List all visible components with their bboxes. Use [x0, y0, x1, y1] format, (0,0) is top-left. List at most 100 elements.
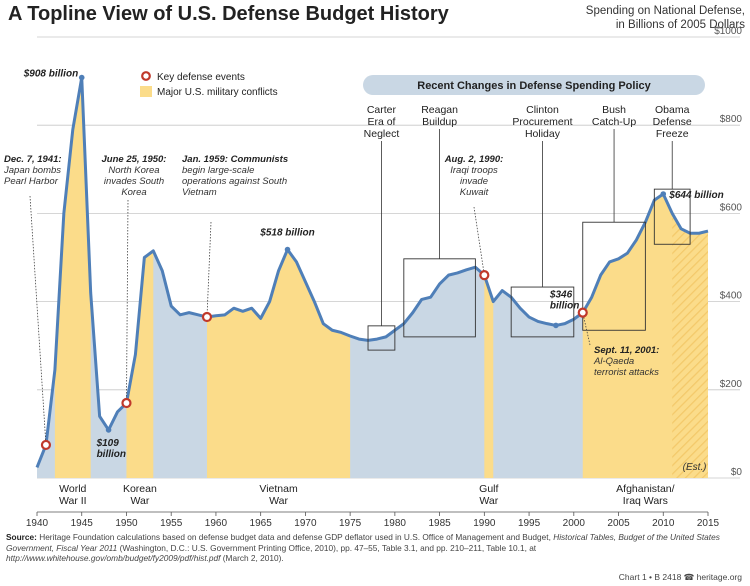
source-text-italic: Historical Tables, Budget of the United …	[6, 532, 720, 553]
series-line	[35, 76, 709, 468]
x-tick-label: 1940	[26, 518, 49, 529]
policy-label: Obama	[655, 104, 690, 116]
event-label: Pearl Harbor	[4, 176, 59, 187]
event-label: terrorist attacks	[594, 367, 659, 378]
value-point	[553, 322, 559, 329]
y-tick-label: $200	[720, 379, 743, 390]
x-tick-label: 1960	[205, 518, 228, 529]
policy-label: Catch-Up	[592, 116, 637, 128]
event-label: operations against South	[182, 176, 287, 187]
value-label: billion	[550, 300, 579, 311]
x-tick-label: 1955	[160, 518, 183, 529]
source-text-b: (Washington, D.C.: U.S. Government Print…	[119, 542, 537, 553]
y-tick-label: $0	[731, 467, 743, 478]
x-tick-label: 2000	[563, 518, 586, 529]
event-marker	[201, 311, 213, 323]
value-label: billion	[97, 449, 126, 460]
value-point	[78, 74, 85, 81]
x-tick-label: 1990	[473, 518, 496, 529]
credit-line: Chart 1 • B 2418 ☎ heritage.org	[618, 572, 742, 582]
event-marker	[40, 439, 52, 451]
policy-label: Reagan	[421, 104, 458, 116]
event-label: invade	[460, 176, 488, 187]
policy-label: Carter	[367, 104, 397, 116]
event-marker	[577, 307, 588, 318]
policy-label: Era of	[367, 116, 395, 128]
x-tick-label: 1945	[71, 518, 94, 529]
conflict-area	[126, 250, 154, 478]
x-tick-label: 1995	[518, 518, 541, 529]
event-label: June 25, 1950:	[102, 154, 167, 165]
x-tick-label: 1985	[428, 518, 451, 529]
event-label: invades South	[104, 176, 164, 187]
event-label: Al-Qaeda	[593, 356, 634, 367]
x-tick-label: 2015	[697, 518, 720, 529]
event-label: Japan bombs	[3, 165, 61, 176]
policy-label: Neglect	[364, 128, 400, 140]
event-leader	[206, 221, 212, 318]
event-label: Iraqi troops	[450, 165, 498, 176]
conflict-area	[206, 249, 351, 478]
policy-label: Bush	[602, 104, 626, 116]
conflict-label: Korean	[123, 483, 157, 495]
conflict-area	[484, 275, 494, 478]
peacetime-area	[37, 77, 708, 479]
event-label: Sept. 11, 2001:	[594, 345, 659, 356]
source-url[interactable]: http://www.whitehouse.gov/omb/budget/fy2…	[6, 553, 221, 563]
y-tick-label: $400	[720, 291, 743, 302]
source-note: Source: Heritage Foundation calculations…	[6, 532, 744, 564]
estimate-area	[672, 213, 708, 478]
conflict-label: Vietnam	[259, 483, 298, 495]
event-leader	[29, 195, 47, 445]
legend-event-marker	[141, 71, 151, 81]
x-tick-label: 2010	[652, 518, 675, 529]
policy-banner	[363, 75, 705, 95]
x-tick-label: 1975	[339, 518, 362, 529]
x-tick-label: 1950	[115, 518, 138, 529]
event-label: North Korea	[108, 165, 159, 176]
value-label: $908 billion	[23, 69, 78, 80]
event-label: Korea	[121, 187, 146, 198]
event-leader	[582, 312, 591, 346]
y-tick-label: $1000	[714, 26, 742, 37]
policy-label: Freeze	[656, 128, 689, 140]
value-label: $518 billion	[259, 228, 314, 239]
chart-subtitle-line-1: Spending on National Defense,	[586, 5, 745, 17]
source-label: Source:	[6, 532, 37, 542]
value-point	[284, 246, 291, 253]
event-leader	[126, 199, 129, 404]
value-label: $109	[96, 438, 120, 449]
x-tick-label: 2005	[607, 518, 630, 529]
conflict-label: Gulf	[479, 483, 498, 495]
policy-label: Defense	[653, 116, 692, 128]
value-point	[660, 191, 667, 197]
x-tick-label: 1965	[250, 518, 273, 529]
conflict-label: War	[479, 495, 498, 507]
conflict-label: Afghanistan/	[616, 483, 674, 495]
event-marker	[121, 397, 132, 409]
event-marker	[479, 270, 490, 281]
estimate-label: (Est.)	[683, 462, 707, 473]
policy-periods: Recent Changes in Defense Spending Polic…	[363, 75, 705, 351]
chart-subtitle-line-2: in Billions of 2005 Dollars	[616, 19, 745, 31]
value-label: $644 billion	[668, 190, 723, 201]
event-label: begin large-scale	[182, 165, 254, 176]
source-text-a: Heritage Foundation calculations based o…	[39, 532, 551, 542]
legend-events-label: Key defense events	[157, 72, 245, 83]
conflict-label: World	[59, 483, 86, 495]
event-label: Vietnam	[182, 187, 217, 198]
policy-label: Buildup	[422, 116, 457, 128]
x-tick-label: 1970	[294, 518, 317, 529]
source-text-c: (March 2, 2010).	[222, 553, 284, 563]
conflict-label: Iraq Wars	[623, 495, 668, 507]
event-label: Dec. 7, 1941:	[4, 154, 62, 165]
conflict-label: War	[130, 495, 149, 507]
conflict-label: War	[269, 495, 288, 507]
policy-label: Procurement	[512, 116, 572, 128]
policy-banner-label: Recent Changes in Defense Spending Polic…	[417, 80, 651, 92]
legend: Key defense events Major U.S. military co…	[140, 71, 278, 98]
value-point	[105, 427, 112, 433]
